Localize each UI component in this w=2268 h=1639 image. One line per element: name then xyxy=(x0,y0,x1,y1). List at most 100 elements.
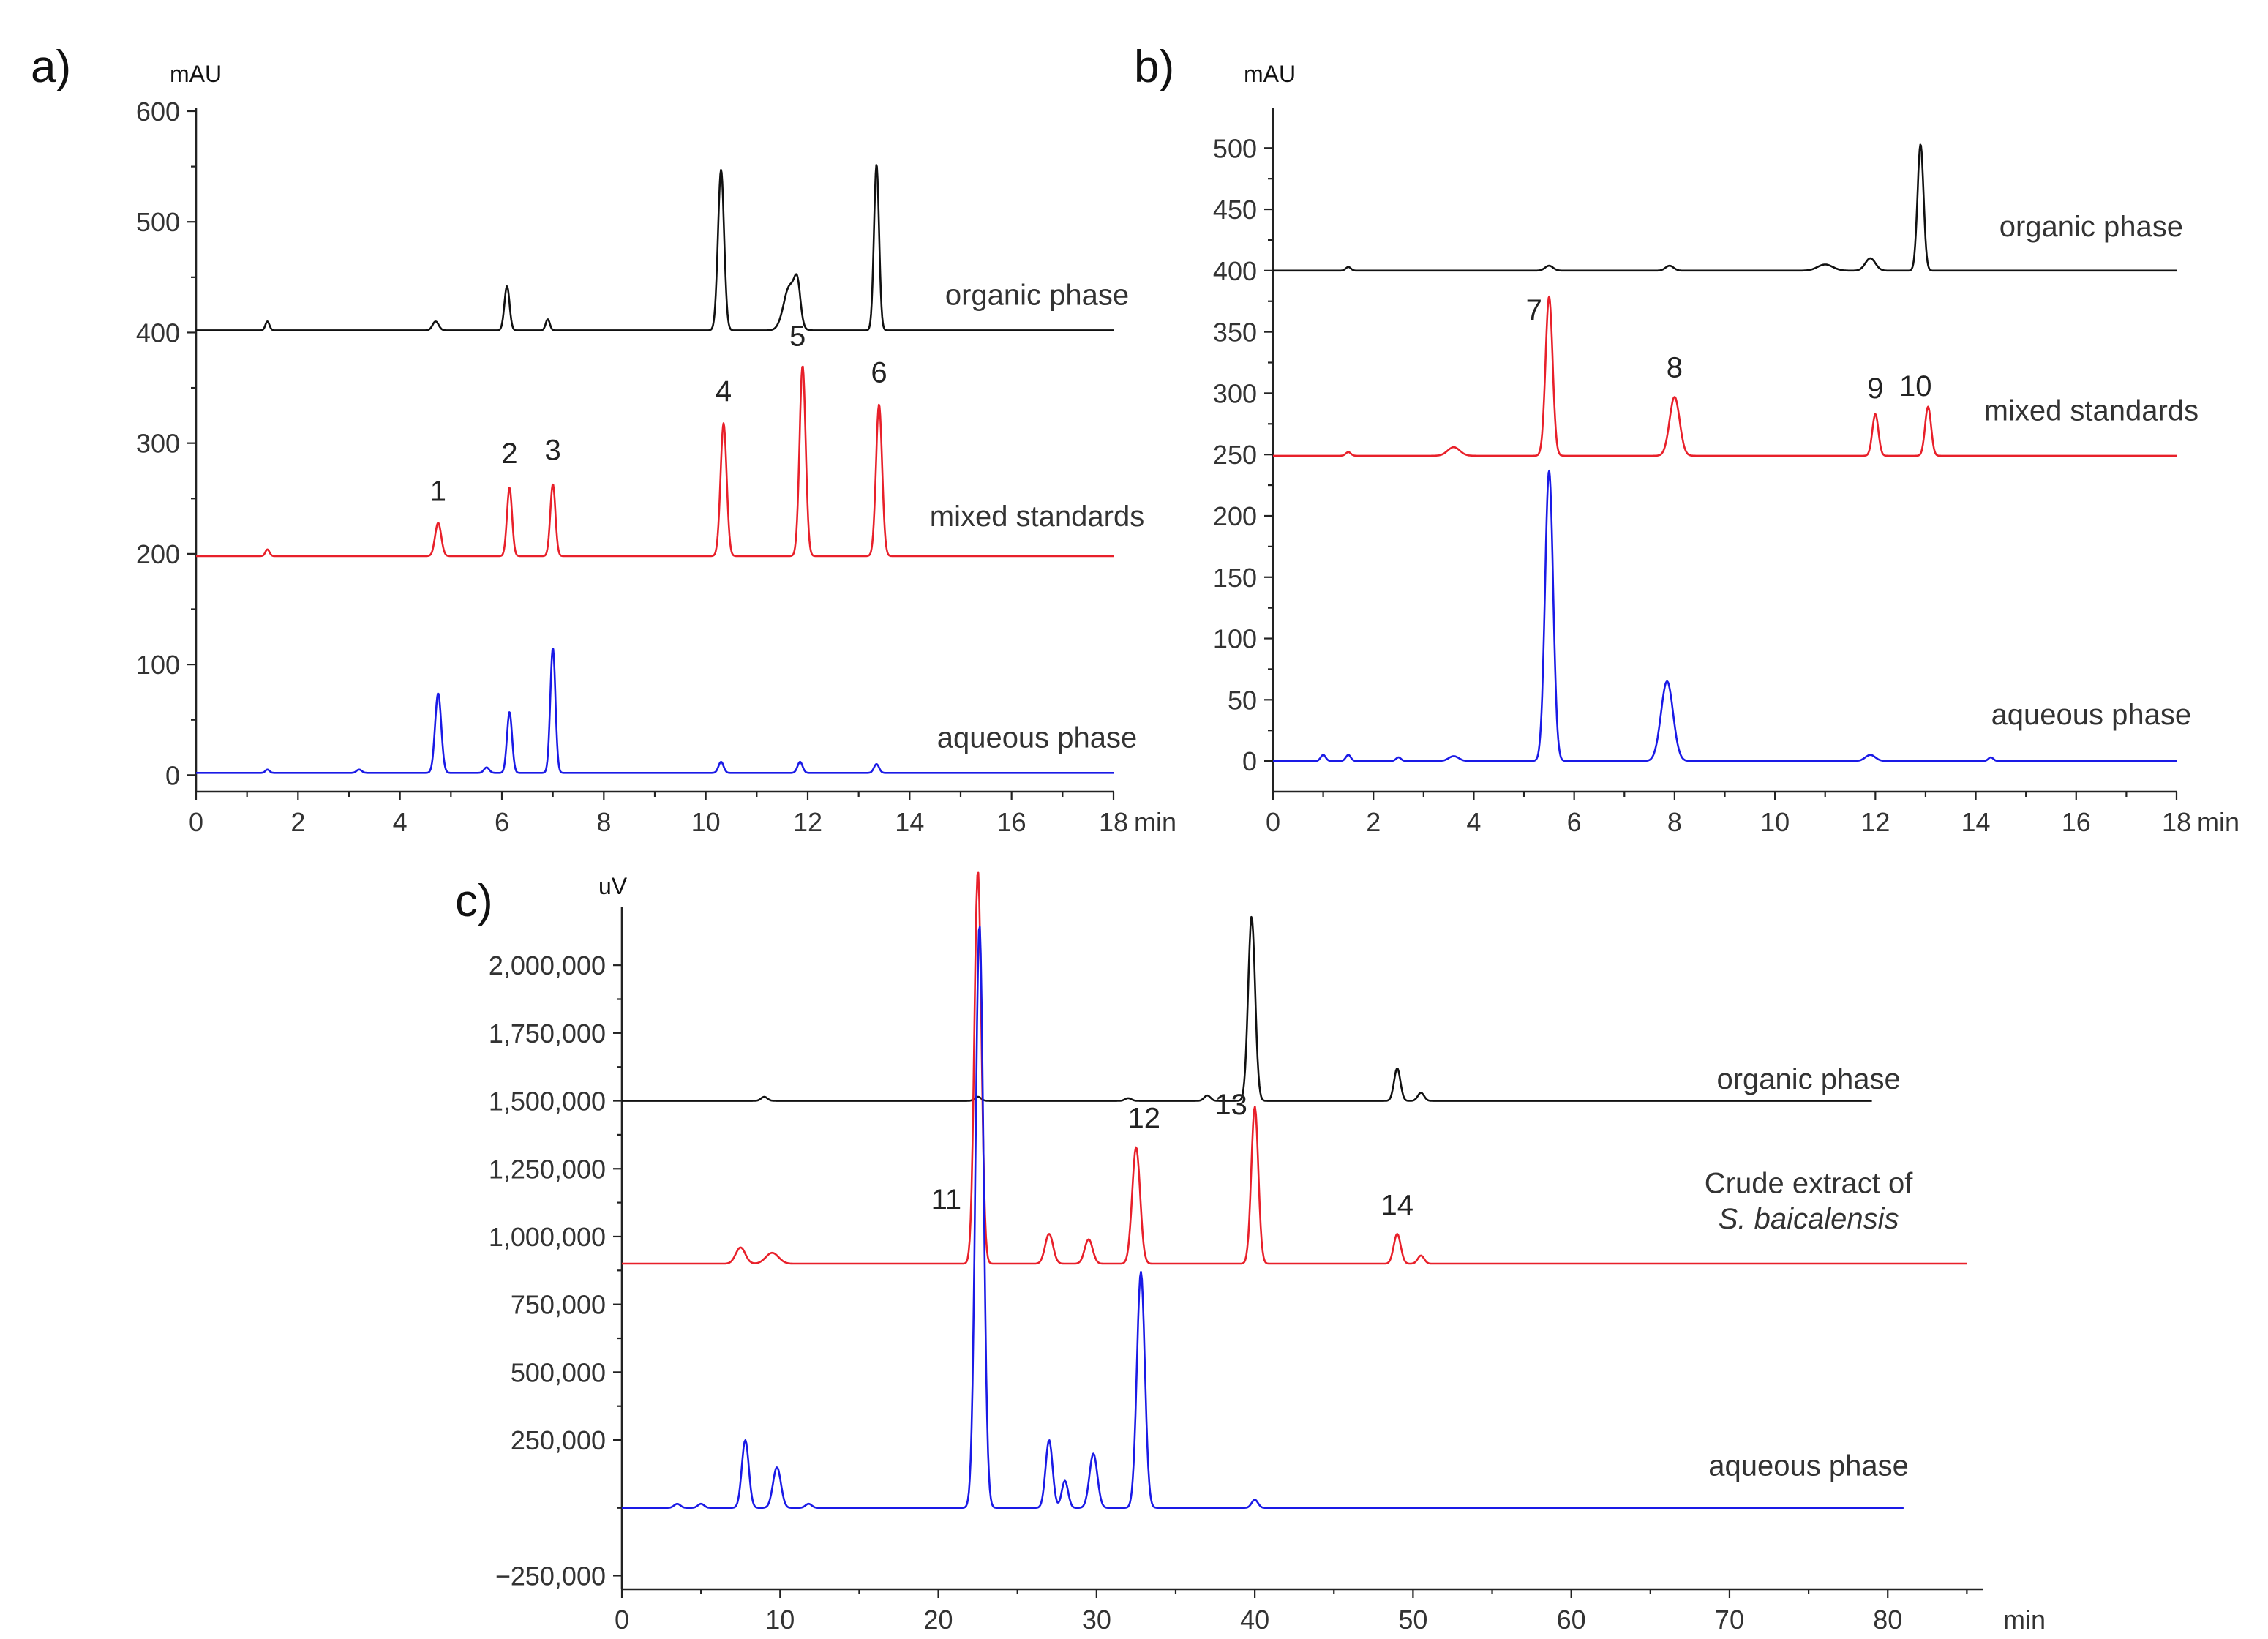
peak-label: 11 xyxy=(931,1184,962,1216)
x-tick-label: 14 xyxy=(1961,807,1991,837)
x-tick-label: 12 xyxy=(1860,807,1890,837)
x-tick-label: 16 xyxy=(997,807,1026,837)
x-tick-label: 80 xyxy=(1873,1605,1902,1635)
trace-label: aqueous phase xyxy=(1708,1449,1909,1482)
peak-label: 4 xyxy=(716,375,732,408)
peak-label: 2 xyxy=(501,438,517,470)
y-tick-label: 500 xyxy=(1213,133,1257,163)
y-tick-label: 0 xyxy=(165,760,180,790)
y-tick-label: 450 xyxy=(1213,195,1257,225)
x-tick-label: 0 xyxy=(615,1605,629,1635)
peak-label: 3 xyxy=(545,434,561,466)
y-tick-label: 100 xyxy=(136,650,180,680)
panel-label: b) xyxy=(1134,42,1174,92)
x-tick-label: 70 xyxy=(1715,1605,1744,1635)
x-tick-label: 2 xyxy=(1366,807,1381,837)
trace-label: organic phase xyxy=(1716,1063,1900,1095)
x-tick-label: 0 xyxy=(1266,807,1280,837)
trace-crude-extract-of-s-baicalensis xyxy=(622,871,1967,1265)
peak-label: 5 xyxy=(789,320,806,353)
y-tick-label: 2,000,000 xyxy=(489,950,606,980)
peak-label: 8 xyxy=(1667,352,1683,384)
y-tick-label: 50 xyxy=(1228,685,1257,715)
y-tick-label: 350 xyxy=(1213,318,1257,348)
peak-label: 1 xyxy=(430,475,446,507)
x-tick-label: 30 xyxy=(1082,1605,1111,1635)
trace-organic-phase xyxy=(621,915,1872,1102)
y-tick-label: 200 xyxy=(1213,501,1257,531)
x-unit-label: min xyxy=(2197,807,2239,837)
trace-label: organic phase xyxy=(945,280,1129,312)
trace-organic-phase xyxy=(195,164,1114,331)
peak-label: 6 xyxy=(871,356,887,389)
panel-label: a) xyxy=(31,42,71,92)
y-tick-label: −250,000 xyxy=(495,1561,606,1591)
trace-mixed-standards xyxy=(195,365,1114,558)
x-tick-label: 2 xyxy=(290,807,305,837)
peak-label: 13 xyxy=(1214,1089,1247,1121)
peak-label: 14 xyxy=(1381,1189,1414,1221)
x-tick-label: 10 xyxy=(691,807,721,837)
y-tick-label: 500 xyxy=(136,207,180,237)
y-tick-label: 1,000,000 xyxy=(489,1222,606,1252)
y-unit-label: mAU xyxy=(1244,61,1296,87)
trace-label: mixed standards xyxy=(930,500,1144,533)
y-unit-label: uV xyxy=(598,873,628,899)
y-tick-label: 150 xyxy=(1213,563,1257,593)
trace-label: mixed standards xyxy=(1984,394,2198,427)
x-tick-label: 60 xyxy=(1557,1605,1586,1635)
trace-aqueous-phase xyxy=(622,926,1904,1509)
trace-aqueous-phase xyxy=(1272,469,2177,762)
peak-label: 12 xyxy=(1127,1103,1160,1135)
x-tick-label: 40 xyxy=(1240,1605,1269,1635)
x-tick-label: 14 xyxy=(895,807,924,837)
x-tick-label: 8 xyxy=(1667,807,1682,837)
x-tick-label: 4 xyxy=(1466,807,1481,837)
x-tick-label: 12 xyxy=(793,807,822,837)
y-tick-label: 300 xyxy=(136,429,180,459)
x-tick-label: 6 xyxy=(1567,807,1582,837)
y-tick-label: 300 xyxy=(1213,378,1257,408)
y-tick-label: 400 xyxy=(1213,256,1257,286)
trace-label: aqueous phase xyxy=(1991,699,2192,731)
x-tick-label: 10 xyxy=(765,1605,795,1635)
y-tick-label: 1,250,000 xyxy=(489,1154,606,1184)
x-unit-label: min xyxy=(1134,807,1176,837)
trace-organic-phase xyxy=(1272,143,2177,272)
trace-label: aqueous phase xyxy=(937,722,1138,754)
y-tick-label: 600 xyxy=(136,97,180,127)
trace-label: S. baicalensis xyxy=(1719,1203,1899,1235)
x-tick-label: 0 xyxy=(189,807,203,837)
peak-label: 9 xyxy=(1867,372,1883,405)
y-tick-label: 250 xyxy=(1213,440,1257,470)
x-tick-label: 16 xyxy=(2062,807,2091,837)
y-tick-label: 100 xyxy=(1213,624,1257,654)
y-tick-label: 0 xyxy=(1242,746,1257,776)
panel-label: c) xyxy=(455,876,493,926)
y-tick-label: 500,000 xyxy=(511,1357,606,1387)
x-tick-label: 18 xyxy=(1099,807,1128,837)
x-tick-label: 8 xyxy=(596,807,611,837)
x-unit-label: min xyxy=(2003,1605,2046,1635)
trace-label: organic phase xyxy=(1999,211,2183,243)
y-tick-label: 1,500,000 xyxy=(489,1087,606,1117)
peak-label: 7 xyxy=(1526,294,1542,326)
x-tick-label: 6 xyxy=(495,807,509,837)
y-tick-label: 200 xyxy=(136,539,180,569)
y-tick-label: 400 xyxy=(136,318,180,348)
y-tick-label: 250,000 xyxy=(511,1425,606,1455)
y-tick-label: 1,750,000 xyxy=(489,1019,606,1049)
peak-label: 10 xyxy=(1899,370,1932,402)
x-tick-label: 50 xyxy=(1398,1605,1427,1635)
trace-mixed-standards xyxy=(1272,295,2177,457)
x-tick-label: 18 xyxy=(2162,807,2191,837)
x-tick-label: 4 xyxy=(393,807,408,837)
x-tick-label: 20 xyxy=(924,1605,953,1635)
trace-aqueous-phase xyxy=(195,648,1114,774)
x-tick-label: 10 xyxy=(1760,807,1790,837)
trace-label: Crude extract of xyxy=(1705,1168,1913,1200)
y-tick-label: 750,000 xyxy=(511,1290,606,1320)
